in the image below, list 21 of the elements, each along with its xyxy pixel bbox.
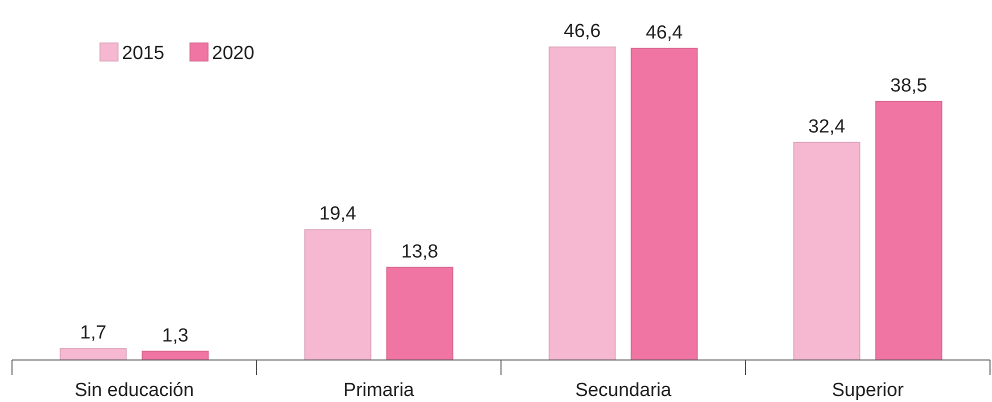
data-label: 1,7 (80, 322, 106, 344)
x-tick-label: Sin educación (74, 380, 194, 401)
bar (548, 46, 616, 360)
data-label: 46,6 (564, 21, 601, 42)
bar (304, 229, 372, 360)
bar (386, 266, 454, 360)
data-label: 32,4 (808, 116, 846, 138)
data-label: 38,5 (890, 75, 928, 96)
x-tick-label: Secundaria (575, 380, 672, 401)
data-label: 46,4 (646, 22, 684, 44)
bar (875, 100, 942, 360)
bar (60, 348, 127, 360)
data-label: 19,4 (319, 204, 357, 225)
data-label: 13,8 (401, 241, 438, 262)
data-label: 1,3 (162, 325, 188, 346)
bar (630, 48, 698, 360)
x-tick-label: Primaria (343, 380, 415, 401)
legend-label: 2015 (122, 43, 164, 64)
x-tick-label: Superior (832, 380, 904, 401)
legend-label: 2020 (212, 43, 254, 64)
bar (793, 142, 860, 360)
